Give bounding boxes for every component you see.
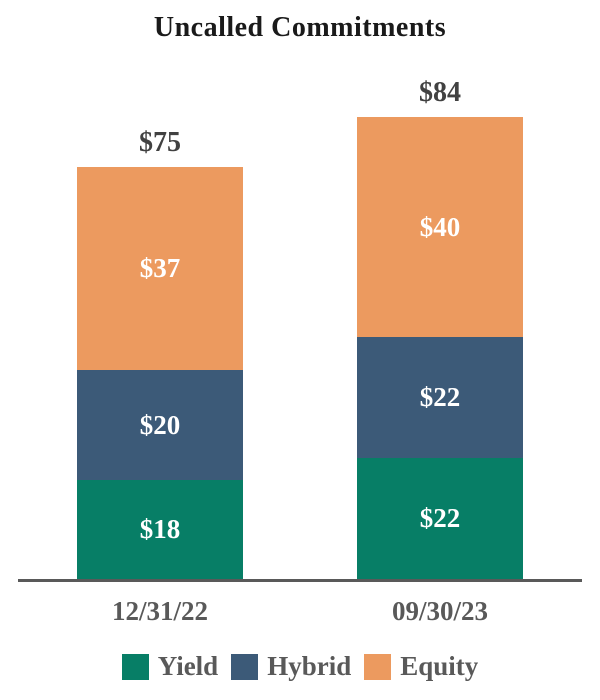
segment-value-label: $37 bbox=[139, 252, 181, 283]
bar-group-12-31-22: $75 $18 $20 $37 bbox=[77, 127, 243, 579]
bar-segment-hybrid: $20 bbox=[77, 370, 243, 480]
hybrid-swatch-icon bbox=[231, 653, 259, 680]
legend-label: Yield bbox=[157, 651, 219, 681]
x-axis-label: 12/31/22 bbox=[111, 596, 208, 626]
bar-segment-yield: $22 bbox=[357, 458, 523, 579]
segment-value-label: $22 bbox=[419, 503, 461, 533]
bar-total-label: $84 bbox=[419, 77, 461, 108]
bar-total-label: $75 bbox=[139, 126, 181, 158]
x-axis-line bbox=[18, 579, 582, 582]
bar-segment-equity: $37 bbox=[77, 166, 243, 370]
legend-item-hybrid: Hybrid bbox=[231, 651, 351, 682]
segment-value-label: $22 bbox=[419, 382, 461, 412]
legend-item-yield: Yield bbox=[121, 651, 219, 682]
bar-segment-yield: $18 bbox=[77, 480, 243, 579]
segment-value-label: $40 bbox=[419, 211, 461, 242]
legend: Yield Hybrid Equity bbox=[0, 651, 600, 682]
bar-segment-equity: $40 bbox=[357, 117, 523, 337]
x-axis-label: 09/30/23 bbox=[391, 596, 488, 626]
equity-swatch-icon bbox=[364, 653, 392, 680]
legend-item-equity: Equity bbox=[364, 651, 478, 682]
segment-value-label: $18 bbox=[139, 514, 181, 544]
bar-segment-hybrid: $22 bbox=[357, 337, 523, 458]
yield-swatch-icon bbox=[121, 653, 149, 680]
legend-label: Hybrid bbox=[267, 651, 352, 681]
chart-title: Uncalled Commitments bbox=[153, 12, 447, 43]
bar-group-09-30-23: $84 $22 $22 $40 bbox=[357, 77, 523, 579]
legend-label: Equity bbox=[400, 651, 479, 681]
segment-value-label: $20 bbox=[139, 409, 181, 440]
